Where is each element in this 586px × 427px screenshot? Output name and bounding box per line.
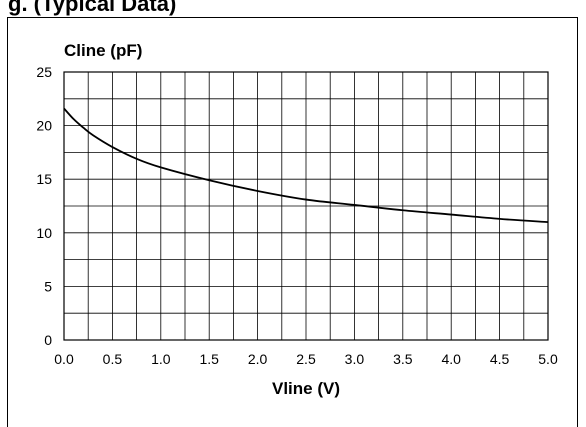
x-tick-label: 3.0: [345, 351, 365, 367]
x-tick-label: 2.5: [296, 351, 316, 367]
x-tick-label: 1.5: [199, 351, 219, 367]
x-tick-label: 1.0: [151, 351, 171, 367]
x-tick-label: 4.0: [441, 351, 461, 367]
x-tick-label: 4.5: [490, 351, 510, 367]
x-tick-label: 5.0: [538, 351, 558, 367]
series-line-0: [63, 107, 549, 223]
grid-lines: [64, 72, 548, 340]
x-tick-label: 2.0: [248, 351, 268, 367]
x-tick-label: 0.5: [103, 351, 123, 367]
y-tick-label: 15: [36, 171, 52, 187]
series-layer: [63, 107, 549, 223]
page-title-fragment: g. (Typical Data): [8, 0, 177, 16]
y-tick-label: 0: [44, 332, 52, 348]
y-axis-tick-labels: 0 5 10 15 20 25: [36, 64, 52, 348]
y-tick-label: 10: [36, 225, 52, 241]
y-tick-label: 25: [36, 64, 52, 80]
x-tick-label: 0.0: [54, 351, 74, 367]
x-tick-label: 3.5: [393, 351, 413, 367]
x-axis-label: Vline (V): [272, 379, 340, 398]
y-axis-label: Cline (pF): [64, 41, 142, 60]
y-tick-label: 5: [44, 278, 52, 294]
x-axis-tick-labels: 0.0 0.5 1.0 1.5 2.0 2.5 3.0 3.5 4.0 4.5 5.0: [54, 351, 558, 367]
y-tick-label: 20: [36, 118, 52, 134]
plot-area-border: [63, 71, 549, 341]
chart-frame: [7, 17, 578, 427]
